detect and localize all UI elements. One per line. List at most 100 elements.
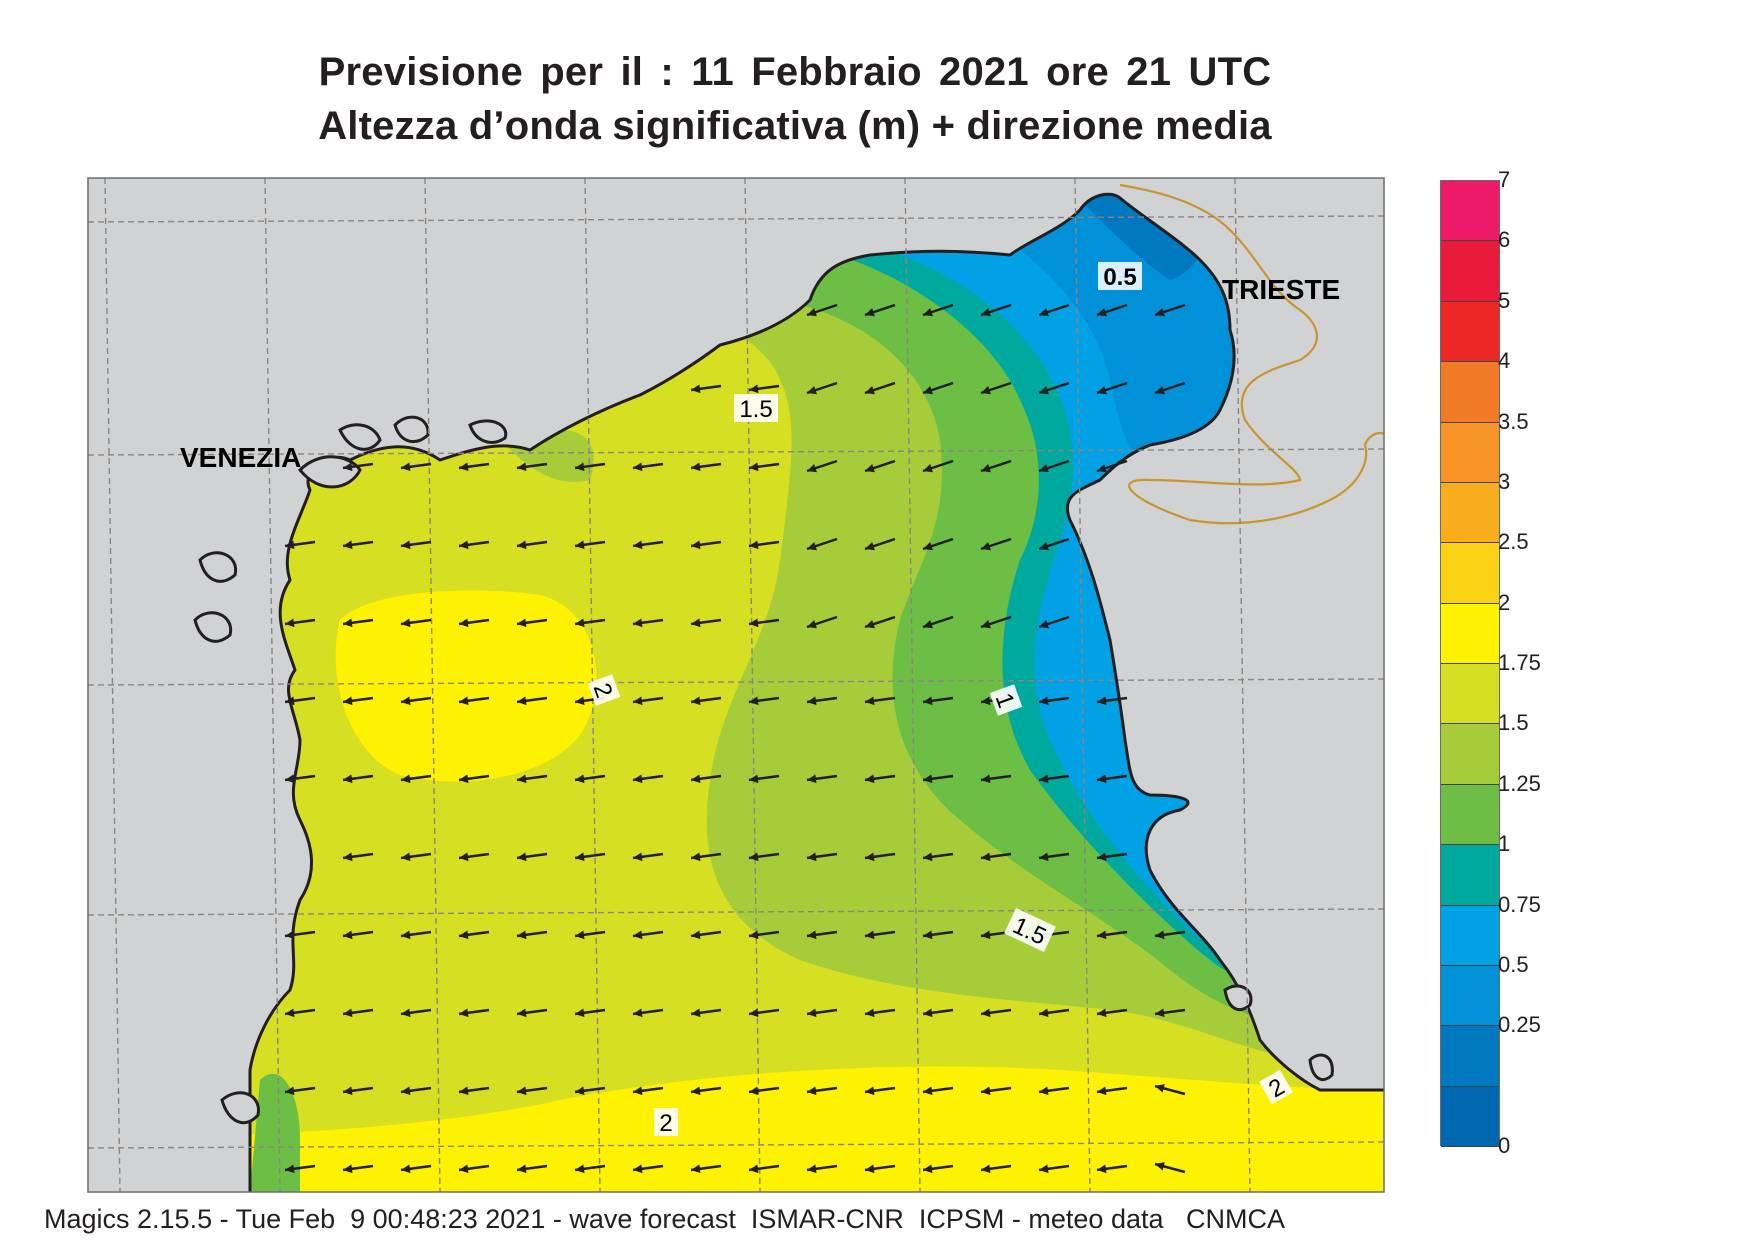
colorbar-label: 0 — [1498, 1133, 1511, 1158]
direction-arrow — [806, 303, 838, 317]
direction-arrow — [400, 1008, 432, 1018]
direction-arrow — [1096, 1008, 1128, 1018]
direction-arrow — [1038, 615, 1070, 629]
band-2-west — [335, 590, 597, 782]
direction-arrow — [864, 381, 896, 395]
map-subtitle: Altezza d’onda significativa (m) + direz… — [318, 104, 1272, 148]
direction-arrow — [574, 462, 606, 472]
direction-arrow — [1096, 1086, 1128, 1096]
colorbar-label: 1.5 — [1498, 710, 1529, 736]
direction-arrow — [1038, 303, 1070, 317]
direction-arrow — [806, 537, 838, 551]
coastline — [248, 192, 1384, 1192]
direction-arrow — [1154, 1008, 1186, 1018]
contour-labels: 0.5 1.5 2 1 1.5 2 — [588, 262, 1293, 1137]
direction-arrow — [632, 852, 664, 862]
direction-arrow — [922, 303, 954, 317]
colorbar — [1440, 180, 1500, 1147]
direction-arrow — [748, 618, 780, 628]
direction-arrow — [1038, 381, 1070, 395]
colorbar-cell — [1441, 784, 1499, 846]
direction-arrow — [690, 852, 722, 862]
direction-arrow — [400, 774, 432, 784]
colorbar-label: 1.25 — [1498, 770, 1541, 796]
direction-arrow — [574, 540, 606, 550]
colorbar-label: 6 — [1498, 227, 1511, 253]
colorbar-label: 3.5 — [1498, 408, 1529, 434]
direction-arrow — [400, 696, 432, 706]
direction-arrow — [980, 381, 1012, 395]
direction-arrow — [748, 852, 780, 862]
direction-arrow — [1096, 852, 1128, 862]
direction-arrow — [1096, 303, 1128, 317]
direction-arrow — [748, 384, 780, 394]
direction-arrow — [284, 1008, 316, 1018]
direction-arrow — [806, 1164, 838, 1174]
colorbar-cell — [1441, 664, 1499, 725]
direction-arrow — [1096, 459, 1128, 473]
direction-arrow — [806, 1086, 838, 1096]
direction-arrow — [980, 1164, 1012, 1174]
direction-arrow — [632, 462, 664, 472]
direction-arrow — [1096, 774, 1128, 784]
band-1-25-south — [250, 1073, 300, 1192]
direction-arrow — [922, 381, 954, 395]
colorbar-label: 0.25 — [1498, 1012, 1541, 1038]
direction-arrow — [516, 1086, 548, 1096]
direction-arrow — [574, 930, 606, 940]
direction-arrow — [806, 459, 838, 473]
direction-arrow — [284, 1086, 316, 1096]
state-border — [1119, 183, 1384, 525]
direction-arrow — [690, 930, 722, 940]
direction-arrow — [516, 1008, 548, 1018]
footer-credits: Magics 2.15.5 - Tue Feb 9 00:48:23 2021 … — [44, 1204, 1285, 1234]
direction-arrow — [342, 1086, 374, 1096]
direction-arrow — [458, 1164, 490, 1174]
direction-arrow — [806, 1008, 838, 1018]
direction-arrow — [690, 618, 722, 628]
place-label-trieste: TRIESTE — [1222, 274, 1340, 305]
direction-arrow — [980, 537, 1012, 551]
direction-arrow — [748, 1008, 780, 1018]
direction-arrow — [1038, 537, 1070, 551]
direction-arrow — [632, 540, 664, 550]
colorbar-label: 0.75 — [1498, 891, 1541, 917]
direction-arrow — [864, 1008, 896, 1018]
direction-arrow — [574, 1008, 606, 1018]
direction-arrow — [1038, 1164, 1070, 1174]
direction-arrow — [980, 1086, 1012, 1096]
direction-arrow — [284, 774, 316, 784]
direction-arrow — [516, 540, 548, 550]
direction-arrow — [922, 852, 954, 862]
direction-arrow — [342, 696, 374, 706]
direction-arrow — [980, 303, 1012, 317]
direction-arrow — [458, 540, 490, 550]
direction-arrow — [864, 1164, 896, 1174]
direction-arrow — [1154, 1162, 1186, 1174]
direction-arrow — [980, 615, 1012, 629]
direction-arrow — [574, 1164, 606, 1174]
direction-arrow — [632, 1008, 664, 1018]
place-label-venezia: VENEZIA — [180, 442, 301, 473]
direction-arrow — [342, 462, 374, 472]
direction-arrow — [748, 696, 780, 706]
direction-arrow — [922, 774, 954, 784]
direction-arrow — [1154, 1084, 1186, 1096]
direction-arrow — [632, 774, 664, 784]
colorbar-cell — [1441, 905, 1499, 966]
direction-arrow — [864, 537, 896, 551]
direction-arrow — [284, 540, 316, 550]
colorbar-label: 3 — [1498, 468, 1511, 494]
colorbar-cell — [1441, 603, 1499, 664]
map-title: Previsione per il : 11 Febbraio 2021 ore… — [318, 50, 1272, 94]
map-frame — [87, 177, 1385, 1193]
direction-arrow — [516, 618, 548, 628]
direction-arrow — [458, 462, 490, 472]
direction-arrow — [806, 696, 838, 706]
colorbar-cell — [1441, 422, 1499, 483]
direction-arrow — [632, 1164, 664, 1174]
direction-arrow — [458, 774, 490, 784]
direction-arrow — [690, 462, 722, 472]
direction-arrow — [922, 696, 954, 706]
direction-arrow — [690, 1008, 722, 1018]
